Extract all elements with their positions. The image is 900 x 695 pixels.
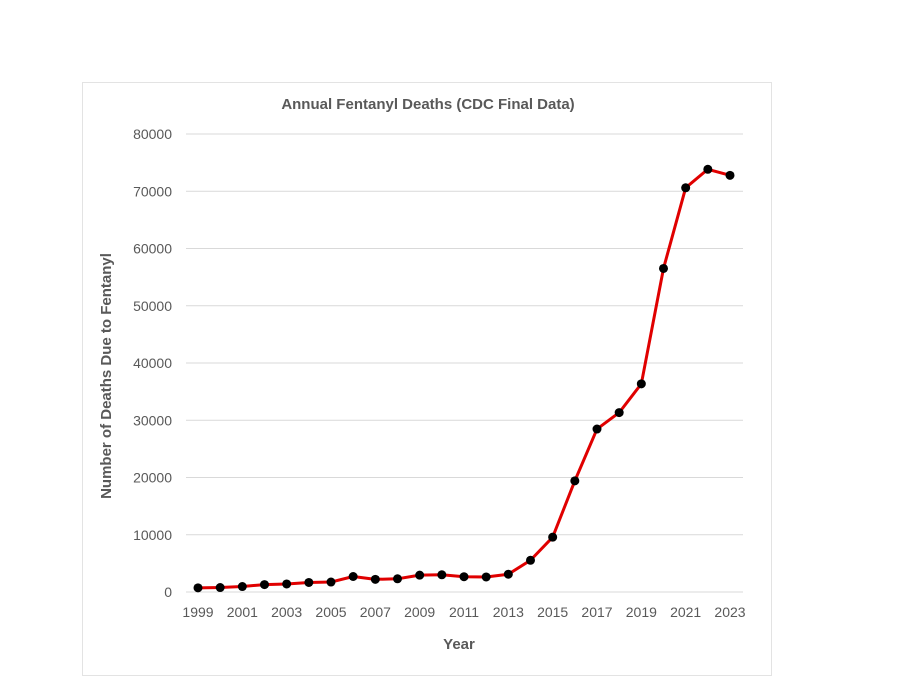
- y-tick-label: 10000: [133, 527, 172, 543]
- data-point-marker: [215, 583, 225, 593]
- y-tick-label: 40000: [133, 355, 172, 371]
- y-tick-label: 70000: [133, 183, 172, 199]
- data-point-marker: [415, 570, 425, 580]
- y-tick-label: 60000: [133, 241, 172, 257]
- data-point-marker: [370, 574, 380, 584]
- data-point-marker: [681, 183, 691, 193]
- data-point-marker: [725, 170, 735, 180]
- x-tick-label: 2023: [714, 604, 745, 620]
- x-tick-label: 2019: [626, 604, 657, 620]
- data-point-marker: [459, 572, 469, 582]
- x-axis-title: Year: [443, 636, 475, 653]
- y-tick-label: 30000: [133, 412, 172, 428]
- data-point-marker: [437, 570, 447, 580]
- x-axis-ticks: 1999 2001 2003 2005 2007 2009 2011 2013 2015 2017…: [182, 604, 745, 620]
- data-point-marker: [526, 555, 535, 565]
- x-tick-label: 2013: [493, 604, 524, 620]
- x-tick-label: 1999: [182, 604, 213, 620]
- y-tick-label: 50000: [133, 298, 172, 314]
- y-tick-label: 0: [164, 584, 172, 600]
- data-point-marker: [260, 580, 269, 590]
- x-tick-label: 2009: [404, 604, 435, 620]
- data-point-marker: [570, 476, 580, 486]
- data-point-marker: [282, 579, 292, 589]
- x-tick-label: 2011: [449, 604, 479, 620]
- data-point-marker: [393, 574, 402, 584]
- data-point-marker: [348, 572, 358, 582]
- x-tick-label: 2001: [227, 604, 258, 620]
- series-line: [197, 167, 731, 590]
- y-axis-title: Number of Deaths Due to Fentanyl: [98, 253, 115, 499]
- gridlines: [186, 133, 743, 593]
- y-tick-label: 20000: [133, 470, 172, 486]
- data-point-marker: [193, 583, 203, 593]
- data-point-marker: [614, 408, 624, 418]
- x-tick-label: 2005: [315, 604, 346, 620]
- chart-title: Annual Fentanyl Deaths (CDC Final Data): [281, 96, 574, 113]
- data-markers: [193, 164, 735, 593]
- x-tick-label: 2015: [537, 604, 568, 620]
- x-tick-label: 2021: [670, 604, 701, 620]
- y-axis-ticks: 0 10000 20000 30000 40000 50000 60000 70000 8000…: [133, 126, 172, 600]
- x-tick-label: 2017: [581, 604, 612, 620]
- data-point-marker: [304, 577, 314, 587]
- data-point-marker: [592, 424, 602, 434]
- y-tick-label: 80000: [133, 126, 172, 142]
- data-point-marker: [503, 569, 513, 579]
- data-point-marker: [703, 164, 713, 174]
- data-point-marker: [636, 379, 646, 389]
- data-point-marker: [659, 263, 668, 273]
- x-tick-label: 2007: [360, 604, 391, 620]
- chart-frame: Annual Fentanyl Deaths (CDC Final Data) …: [82, 82, 772, 676]
- data-point-marker: [481, 572, 491, 582]
- data-point-marker: [326, 577, 336, 587]
- line-chart: Annual Fentanyl Deaths (CDC Final Data) …: [98, 96, 746, 653]
- x-tick-label: 2003: [271, 604, 302, 620]
- data-point-marker: [237, 582, 247, 592]
- data-point-marker: [548, 532, 558, 542]
